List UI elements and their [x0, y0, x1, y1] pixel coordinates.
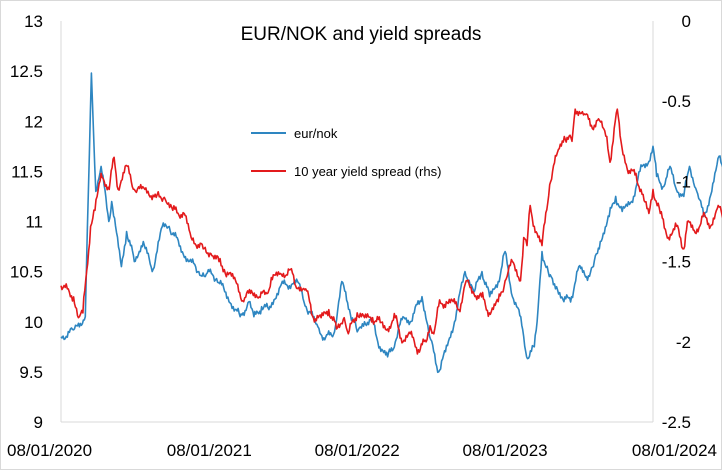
chart-title: EUR/NOK and yield spreads: [241, 24, 482, 45]
x-tick-label: 08/01/2022: [315, 441, 400, 460]
legend-label: eur/nok: [294, 126, 338, 141]
y-right-tick-label: -1.5: [662, 253, 691, 272]
y-left-tick-label: 13: [24, 12, 43, 31]
y-right-tick-label: -2.5: [662, 413, 691, 432]
legend: eur/nok 10 year yield spread (rhs): [251, 126, 441, 179]
series-layer: [60, 72, 722, 374]
x-tick-label: 08/01/2020: [7, 441, 92, 460]
y-left-tick-label: 10: [24, 313, 43, 332]
series-line-1: [60, 72, 722, 374]
legend-label: 10 year yield spread (rhs): [294, 164, 441, 179]
y-left-tick-label: 10.5: [10, 263, 43, 282]
y-right-tick-label: -0.5: [662, 92, 691, 111]
x-tick-label: 08/01/2021: [167, 441, 252, 460]
y-left-tick-label: 9: [34, 413, 43, 432]
y-left-tick-label: 12: [24, 112, 43, 131]
x-tick-label: 08/01/2023: [463, 441, 548, 460]
series-line-2: [60, 108, 722, 355]
y-right-tick-label: -1: [676, 172, 691, 191]
y-right-tick-label: 0: [682, 12, 691, 31]
y-left-tick-label: 12.5: [10, 62, 43, 81]
y-left-tick-label: 11: [25, 213, 43, 232]
ticks-layer: 9 9.5 10 10.5 11 11.5 12 12.5 13 0 -0.5 -1 -1.5 -2 -2.…: [7, 12, 717, 460]
y-right-tick-label: -2: [676, 333, 691, 352]
y-left-tick-label: 11.5: [11, 162, 43, 181]
y-left-tick-label: 9.5: [19, 363, 43, 382]
x-tick-label: 08/01/2024: [632, 441, 717, 460]
